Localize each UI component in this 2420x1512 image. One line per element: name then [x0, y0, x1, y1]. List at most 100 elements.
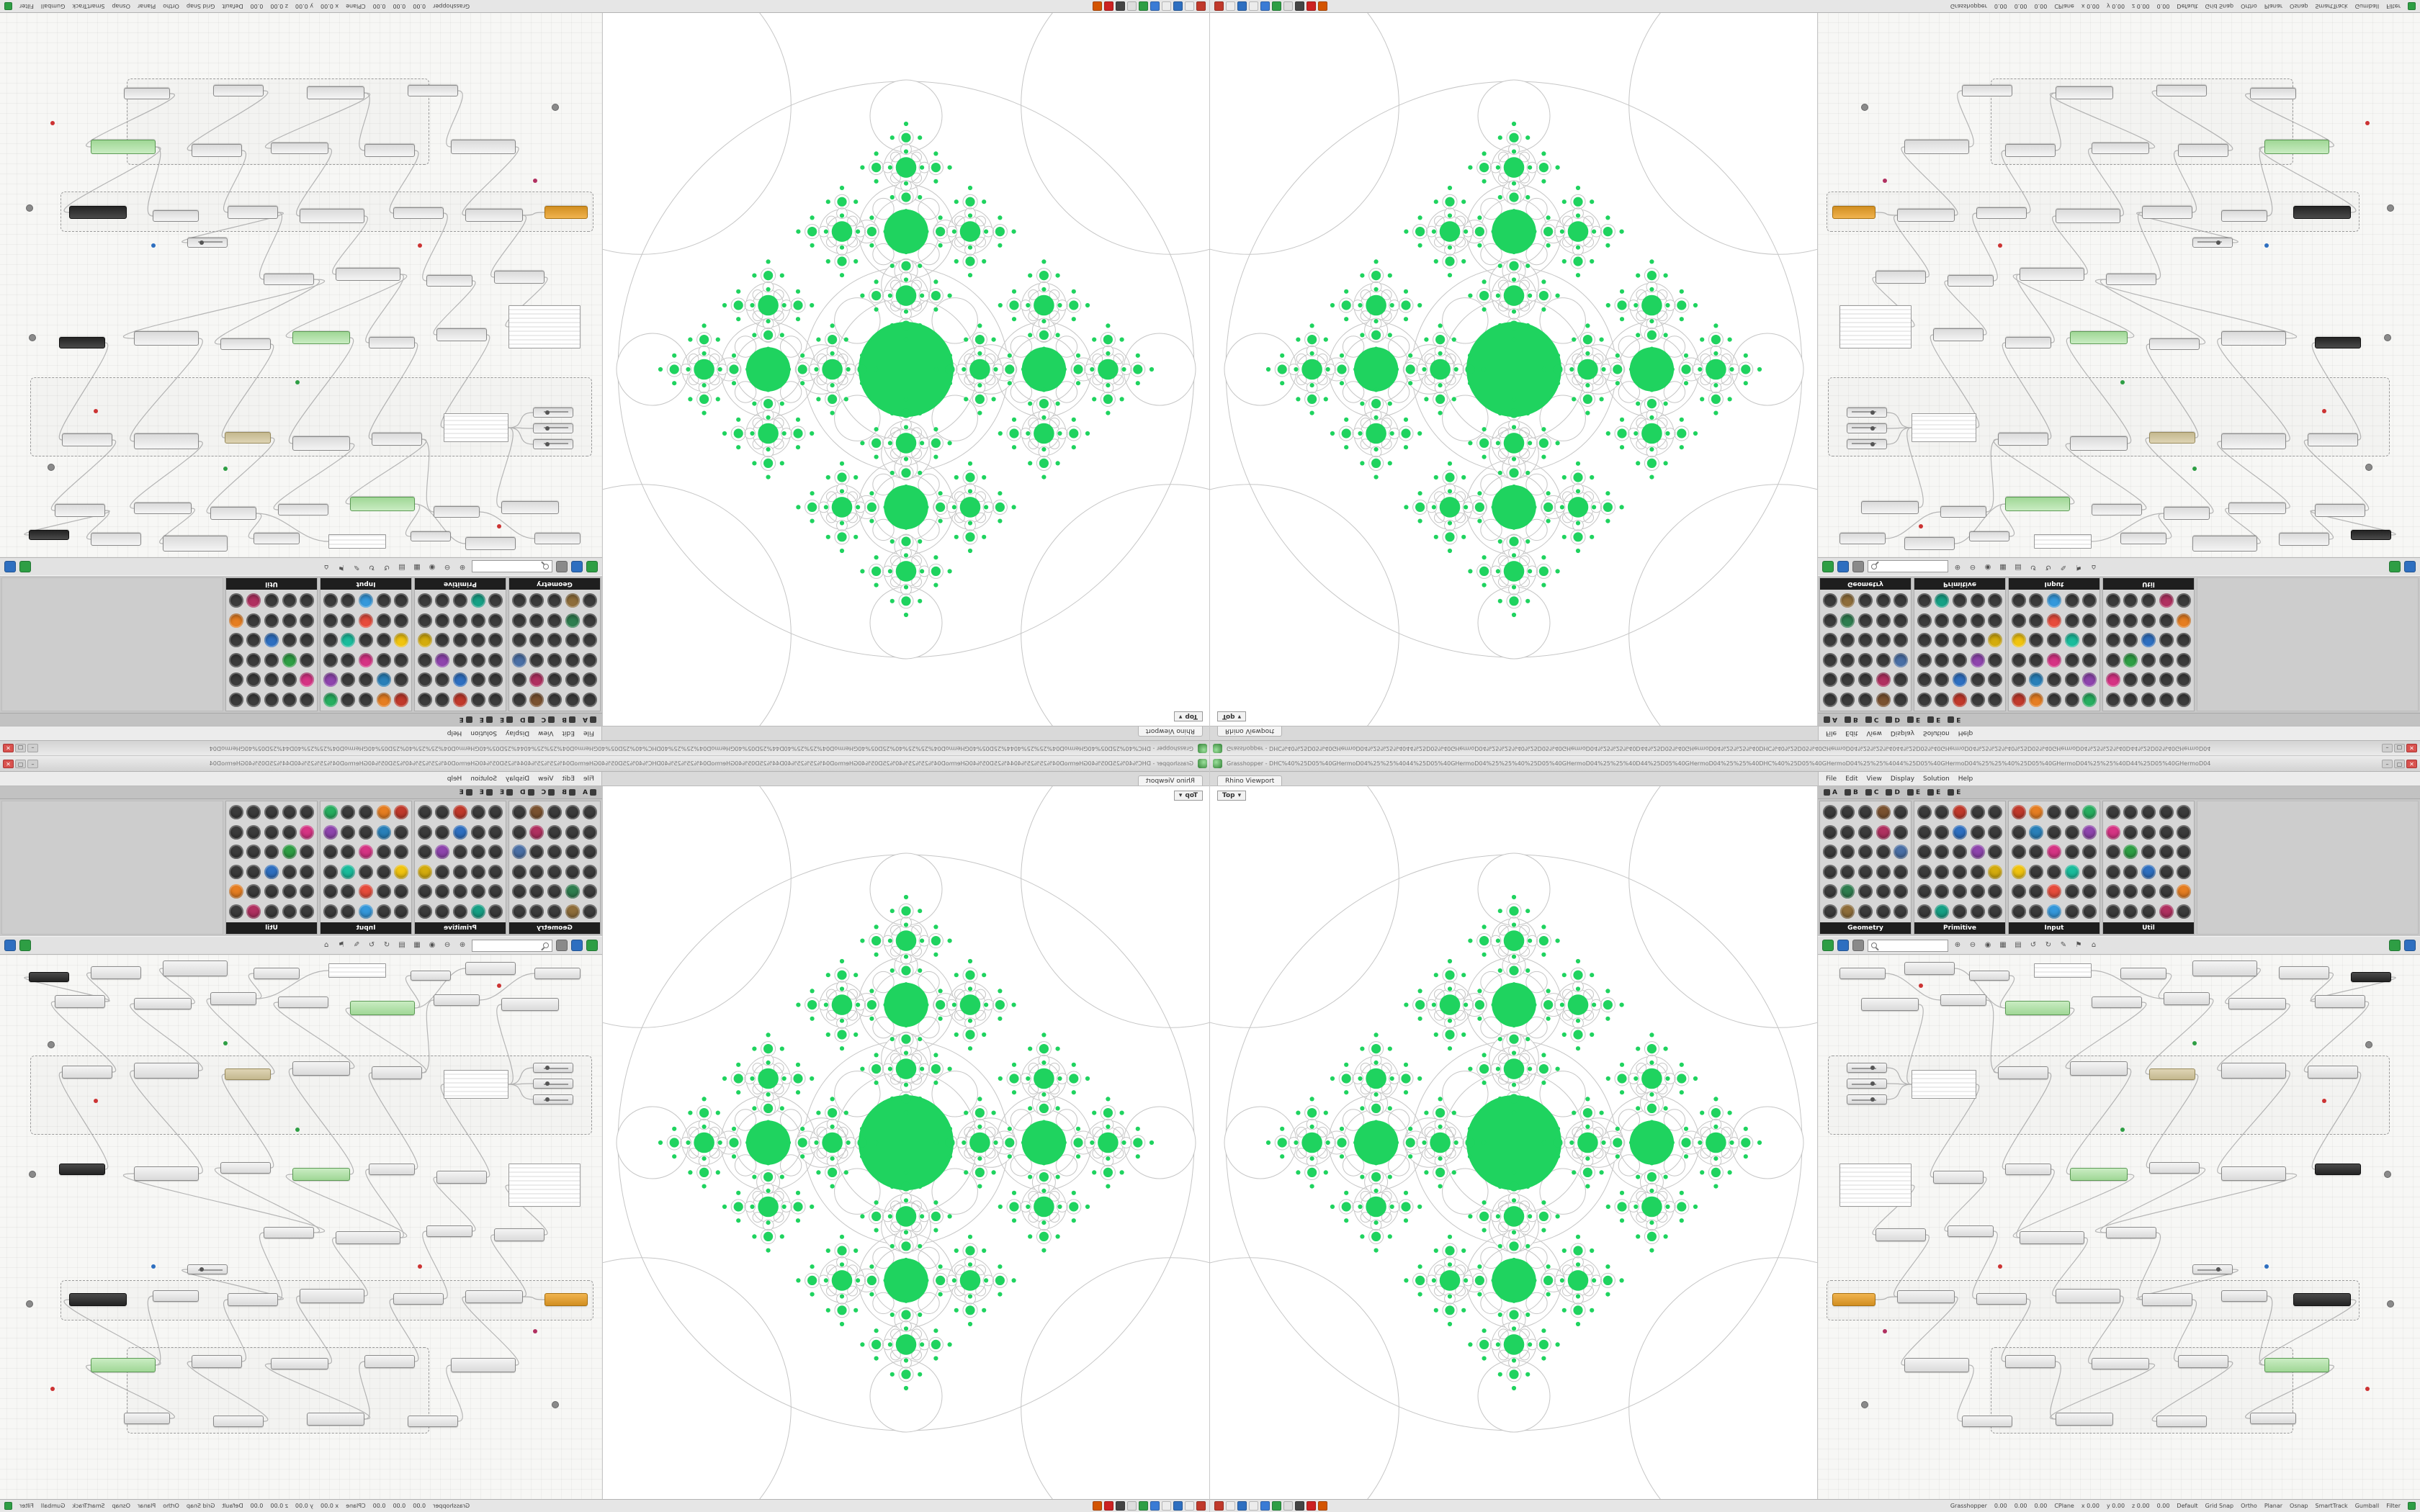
- component-icon[interactable]: [2011, 692, 2026, 707]
- gh-component-node[interactable]: [336, 1231, 400, 1244]
- gh-component-node[interactable]: [228, 206, 278, 219]
- component-icon[interactable]: [1840, 824, 1855, 840]
- gh-component-node[interactable]: [2228, 998, 2286, 1009]
- gh-component-node[interactable]: [2164, 992, 2210, 1005]
- component-icon[interactable]: [2105, 845, 2120, 860]
- component-icon[interactable]: [2159, 613, 2174, 628]
- gh-component-node[interactable]: [271, 1358, 328, 1369]
- component-icon[interactable]: [228, 633, 243, 648]
- component-icon[interactable]: [1894, 633, 1909, 648]
- component-icon[interactable]: [1876, 884, 1891, 899]
- component-icon[interactable]: [228, 864, 243, 879]
- category-tab-4[interactable]: E: [500, 789, 513, 796]
- component-icon[interactable]: [488, 805, 503, 820]
- minimize-button[interactable]: –: [27, 759, 38, 768]
- component-icon[interactable]: [264, 613, 279, 628]
- rhino-viewport[interactable]: Top ▾: [602, 786, 1210, 1499]
- zoom-in-icon[interactable]: ⊕: [459, 563, 466, 571]
- component-icon[interactable]: [2177, 845, 2192, 860]
- component-icon[interactable]: [1935, 672, 1950, 688]
- gh-component-node[interactable]: [210, 507, 256, 520]
- grid-icon[interactable]: ▦: [413, 941, 421, 949]
- preview-icon[interactable]: ◉: [429, 563, 436, 571]
- component-icon[interactable]: [2177, 633, 2192, 648]
- gh-component-node[interactable]: [1962, 85, 2012, 96]
- ribbon-group-label[interactable]: Input: [321, 922, 411, 934]
- component-icon[interactable]: [583, 864, 598, 879]
- component-icon[interactable]: [1952, 864, 1967, 879]
- component-icon[interactable]: [453, 613, 468, 628]
- component-icon[interactable]: [2046, 633, 2061, 648]
- component-icon[interactable]: [1857, 613, 1873, 628]
- gh-component-node[interactable]: [408, 85, 458, 96]
- component-icon[interactable]: [511, 633, 526, 648]
- component-icon[interactable]: [282, 824, 297, 840]
- component-icon[interactable]: [1935, 613, 1950, 628]
- taskbar-app-9[interactable]: [1307, 1, 1316, 11]
- taskbar-app-8[interactable]: [1116, 1, 1125, 11]
- component-icon[interactable]: [547, 884, 563, 899]
- taskbar-app-1[interactable]: [1214, 1501, 1224, 1511]
- gh-component-node[interactable]: [2315, 504, 2365, 517]
- category-tab-1[interactable]: B: [1845, 789, 1858, 796]
- window-titlebar[interactable]: Grasshopper - DHC%40%25D05%40GHermoD04%2…: [1210, 756, 2420, 772]
- component-icon[interactable]: [300, 652, 315, 667]
- component-icon[interactable]: [2177, 805, 2192, 820]
- gh-component-node[interactable]: [544, 206, 588, 219]
- component-icon[interactable]: [435, 652, 450, 667]
- component-icon[interactable]: [2105, 824, 2120, 840]
- component-icon[interactable]: [1876, 692, 1891, 707]
- component-icon[interactable]: [1840, 904, 1855, 919]
- component-icon[interactable]: [470, 692, 485, 707]
- flag-icon[interactable]: ⚑: [338, 563, 345, 571]
- gh-component-node[interactable]: [533, 423, 573, 433]
- component-icon[interactable]: [228, 652, 243, 667]
- gh-component-node[interactable]: [2250, 88, 2296, 99]
- gh-component-node[interactable]: [124, 1413, 170, 1424]
- search-input[interactable]: [475, 563, 540, 570]
- gh-component-node[interactable]: [328, 534, 386, 549]
- gh-component-node[interactable]: [59, 1164, 105, 1175]
- component-icon[interactable]: [1876, 845, 1891, 860]
- gh-component-node[interactable]: [134, 331, 199, 346]
- gh-component-node[interactable]: [134, 503, 192, 514]
- component-icon[interactable]: [246, 652, 261, 667]
- component-icon[interactable]: [300, 845, 315, 860]
- category-tab-6[interactable]: E: [460, 716, 472, 724]
- taskbar-app-8[interactable]: [1295, 1, 1304, 11]
- component-icon[interactable]: [394, 672, 409, 688]
- component-icon[interactable]: [282, 845, 297, 860]
- menu-solution[interactable]: Solution: [470, 729, 497, 737]
- gh-component-node[interactable]: [2034, 963, 2092, 978]
- component-icon[interactable]: [2029, 672, 2044, 688]
- component-icon[interactable]: [547, 692, 563, 707]
- component-icon[interactable]: [1822, 864, 1837, 879]
- gh-component-node[interactable]: [254, 533, 300, 544]
- home-icon[interactable]: ⌂: [323, 941, 329, 949]
- component-icon[interactable]: [1988, 884, 2003, 899]
- gh-component-node[interactable]: [163, 536, 228, 552]
- component-icon[interactable]: [453, 593, 468, 608]
- component-icon[interactable]: [417, 805, 432, 820]
- preview-shaded-icon[interactable]: [2389, 561, 2401, 572]
- component-icon[interactable]: [1988, 613, 2003, 628]
- component-icon[interactable]: [2141, 593, 2156, 608]
- viewport-view-button[interactable]: Top ▾: [1217, 791, 1247, 801]
- component-icon[interactable]: [529, 692, 544, 707]
- component-icon[interactable]: [1894, 884, 1909, 899]
- gh-component-node[interactable]: [1839, 533, 1886, 544]
- category-tab-5[interactable]: E: [480, 716, 493, 724]
- gh-component-node[interactable]: [2092, 1358, 2149, 1369]
- taskbar-app-3[interactable]: [1237, 1, 1247, 11]
- gh-component-node[interactable]: [508, 305, 581, 348]
- gh-component-node[interactable]: [2221, 1166, 2286, 1181]
- component-icon[interactable]: [1822, 613, 1837, 628]
- gh-component-node[interactable]: [508, 1164, 581, 1207]
- component-icon[interactable]: [2141, 692, 2156, 707]
- component-icon[interactable]: [529, 672, 544, 688]
- component-icon[interactable]: [547, 864, 563, 879]
- category-tab-1[interactable]: B: [562, 716, 575, 724]
- gh-component-node[interactable]: [393, 1293, 444, 1305]
- preview-shaded-icon[interactable]: [19, 940, 31, 951]
- minimize-button[interactable]: –: [2382, 744, 2393, 753]
